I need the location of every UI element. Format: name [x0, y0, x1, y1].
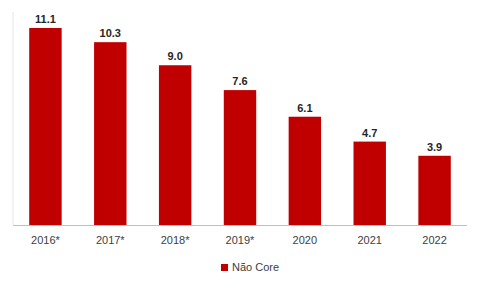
bar — [289, 117, 321, 225]
bars — [29, 28, 451, 225]
y-axis-line — [13, 12, 14, 225]
bar — [159, 65, 191, 225]
x-tick-label: 2022 — [422, 234, 446, 246]
x-tick-label: 2021 — [357, 234, 381, 246]
chart: 2016* 2017* 2018* 2019* 2020 2021 2022 11.1 10.3… — [0, 0, 480, 288]
data-label: 4.7 — [362, 127, 377, 139]
data-label: 9.0 — [167, 50, 182, 62]
bar — [224, 90, 256, 225]
data-label: 3.9 — [427, 141, 442, 153]
data-label: 6.1 — [297, 102, 312, 114]
x-axis-line — [13, 225, 467, 226]
x-tick-label: 2018* — [161, 234, 190, 246]
legend: Não Core — [221, 261, 279, 273]
data-label: 10.3 — [100, 27, 121, 39]
data-label: 11.1 — [35, 13, 56, 25]
bar — [418, 156, 450, 225]
data-label: 7.6 — [232, 75, 247, 87]
bar — [29, 28, 61, 225]
legend-label: Não Core — [232, 261, 279, 273]
legend-swatch — [221, 264, 228, 271]
x-tick-label: 2020 — [293, 234, 317, 246]
x-tick-label: 2017* — [96, 234, 125, 246]
bar — [94, 42, 126, 225]
bar — [354, 142, 386, 225]
x-tick-label: 2019* — [226, 234, 255, 246]
x-tick-label: 2016* — [31, 234, 60, 246]
